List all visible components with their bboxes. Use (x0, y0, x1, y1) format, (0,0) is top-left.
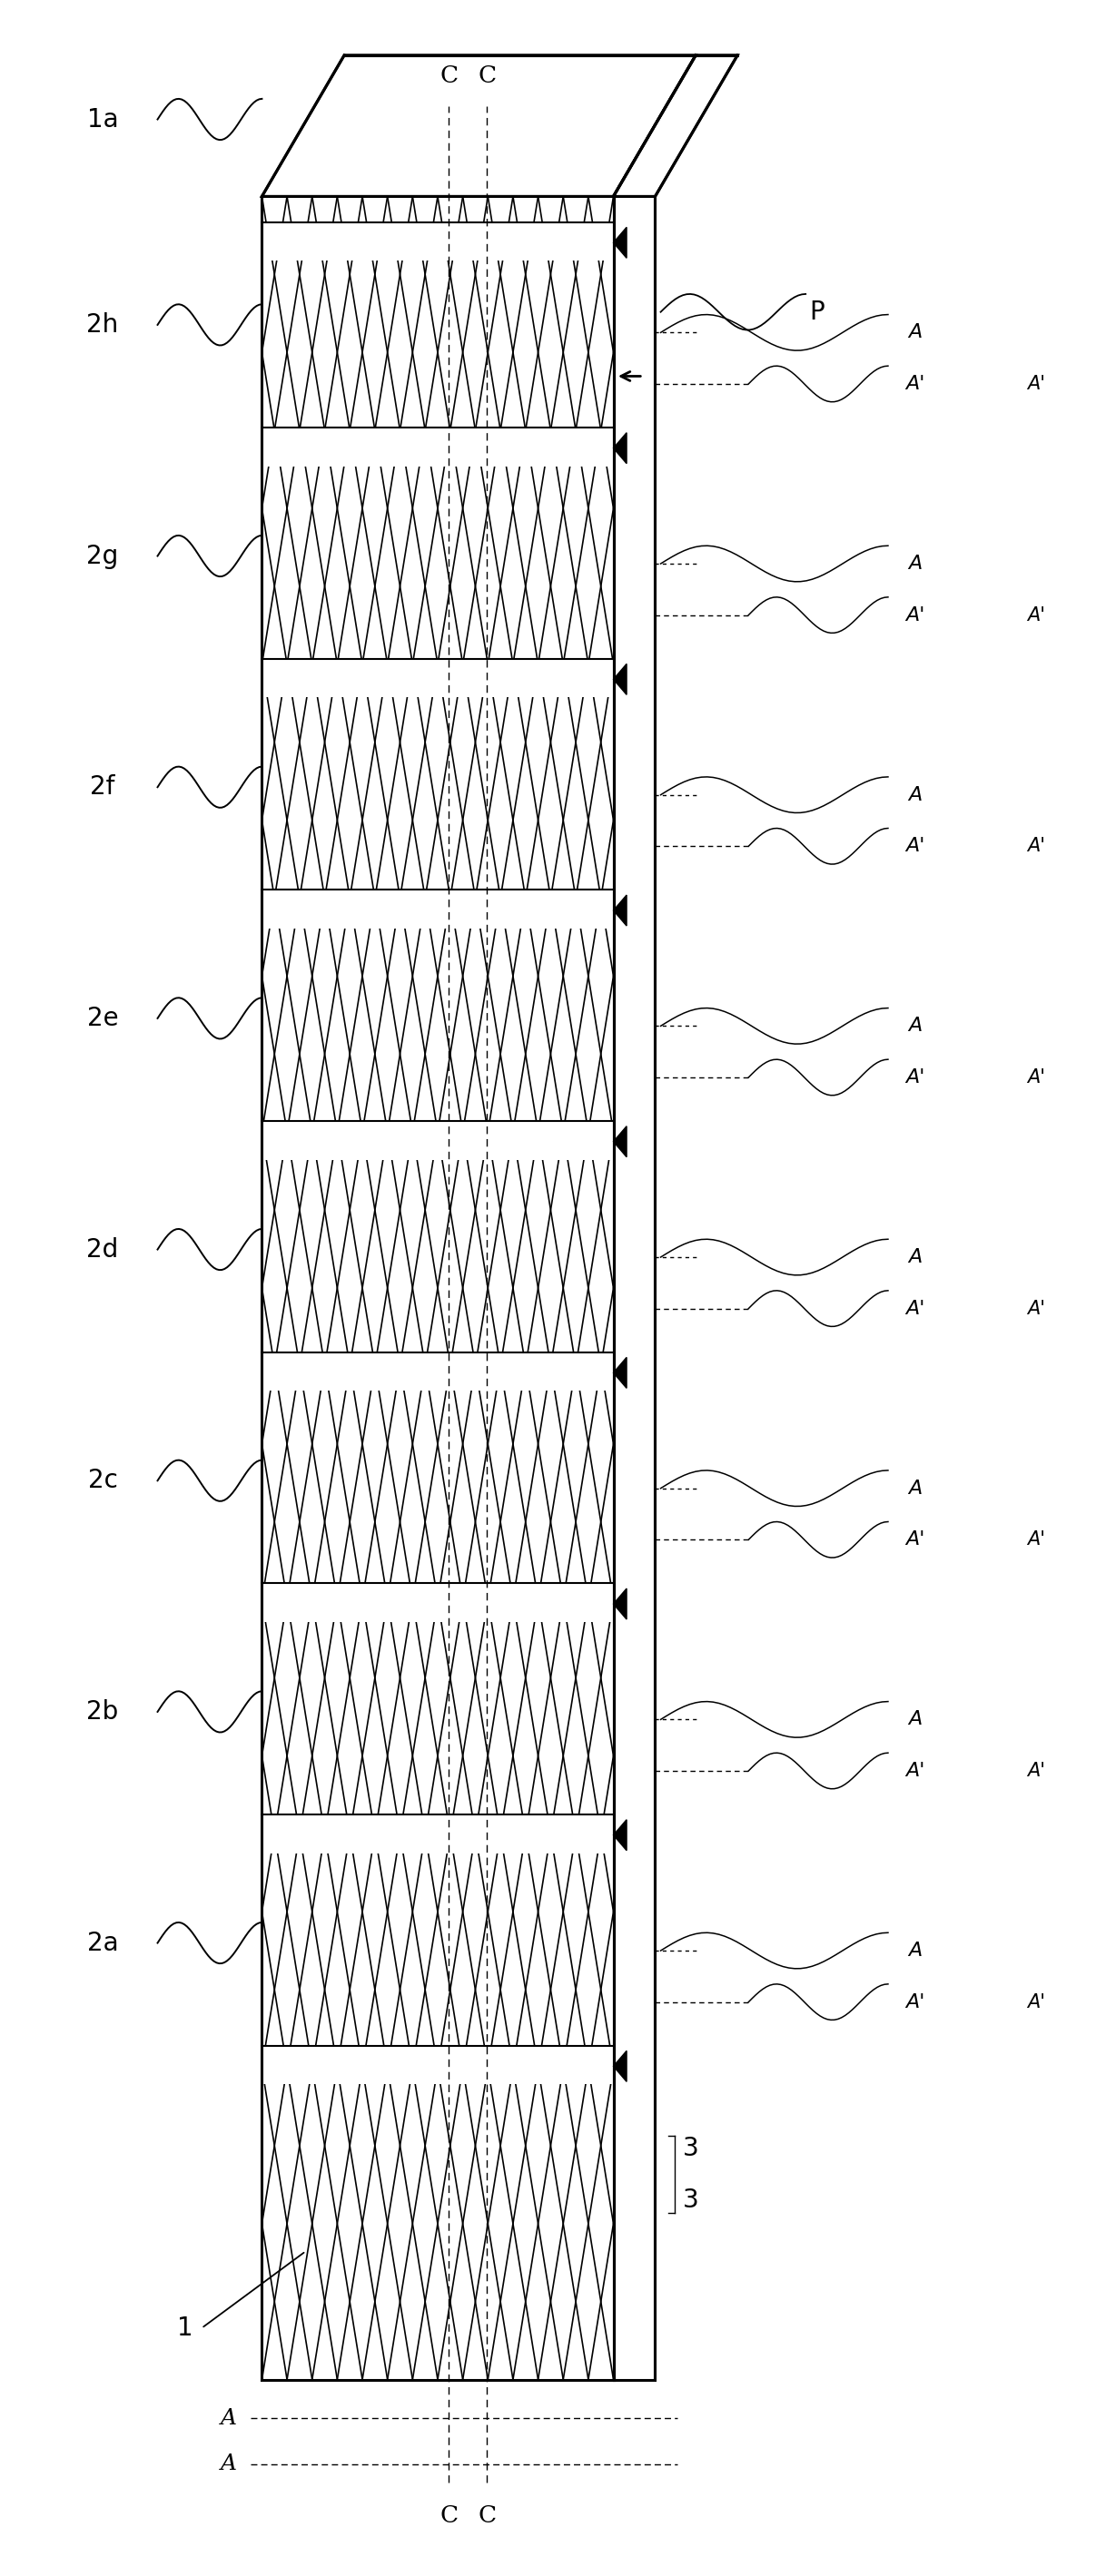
Polygon shape (262, 428, 614, 466)
Polygon shape (614, 894, 627, 925)
Text: 2b: 2b (86, 1700, 118, 1723)
Text: A: A (908, 325, 922, 343)
Text: P: P (808, 299, 824, 325)
Text: 1: 1 (177, 2316, 194, 2342)
Text: 1a: 1a (87, 106, 118, 131)
Text: A': A' (906, 837, 926, 855)
Text: A': A' (1027, 1530, 1045, 1548)
Polygon shape (262, 1584, 614, 1623)
Polygon shape (262, 889, 614, 927)
Polygon shape (614, 227, 627, 258)
Polygon shape (614, 2050, 627, 2081)
Text: 2c: 2c (87, 1468, 117, 1494)
Text: 3: 3 (682, 2187, 699, 2213)
Polygon shape (262, 1814, 614, 1852)
Text: A': A' (906, 605, 926, 623)
Text: A: A (908, 1249, 922, 1267)
Text: 2a: 2a (87, 1929, 118, 1955)
Text: C: C (439, 2504, 458, 2527)
Text: 2f: 2f (91, 775, 115, 801)
Polygon shape (614, 1126, 627, 1157)
Text: A: A (908, 554, 922, 572)
Text: 2h: 2h (86, 312, 118, 337)
Polygon shape (614, 1358, 627, 1388)
Text: A: A (221, 2409, 237, 2429)
Polygon shape (262, 1121, 614, 1159)
Polygon shape (614, 665, 627, 696)
Polygon shape (262, 222, 614, 260)
Text: A': A' (906, 1762, 926, 1780)
Text: C: C (478, 2504, 497, 2527)
Text: A': A' (1027, 1994, 1045, 2012)
Text: A: A (908, 1018, 922, 1036)
Polygon shape (614, 433, 627, 464)
Text: 2g: 2g (86, 544, 118, 569)
Text: A': A' (906, 1069, 926, 1087)
Polygon shape (262, 2045, 614, 2084)
Text: A: A (908, 1479, 922, 1497)
Polygon shape (262, 1352, 614, 1391)
Polygon shape (614, 54, 738, 196)
Text: C: C (478, 64, 497, 88)
Text: 3: 3 (682, 2136, 699, 2161)
Text: A: A (908, 1710, 922, 1728)
Polygon shape (262, 54, 696, 196)
Text: A: A (221, 2455, 237, 2476)
Text: 2e: 2e (87, 1005, 118, 1030)
Text: A': A' (1027, 376, 1045, 394)
Text: C: C (439, 64, 458, 88)
Text: A': A' (906, 376, 926, 394)
Text: A: A (908, 1942, 922, 1960)
Text: 2d: 2d (86, 1236, 118, 1262)
Text: A': A' (906, 1298, 926, 1319)
Polygon shape (262, 196, 614, 2380)
Text: A': A' (1027, 1298, 1045, 1319)
Polygon shape (614, 1819, 627, 1850)
Text: A': A' (1027, 837, 1045, 855)
Text: A': A' (1027, 605, 1045, 623)
Text: A': A' (1027, 1762, 1045, 1780)
Polygon shape (614, 1589, 627, 1620)
Text: A': A' (906, 1994, 926, 2012)
Polygon shape (614, 196, 655, 2380)
Text: A': A' (906, 1530, 926, 1548)
Polygon shape (262, 659, 614, 698)
Text: A': A' (1027, 1069, 1045, 1087)
Text: A: A (908, 786, 922, 804)
